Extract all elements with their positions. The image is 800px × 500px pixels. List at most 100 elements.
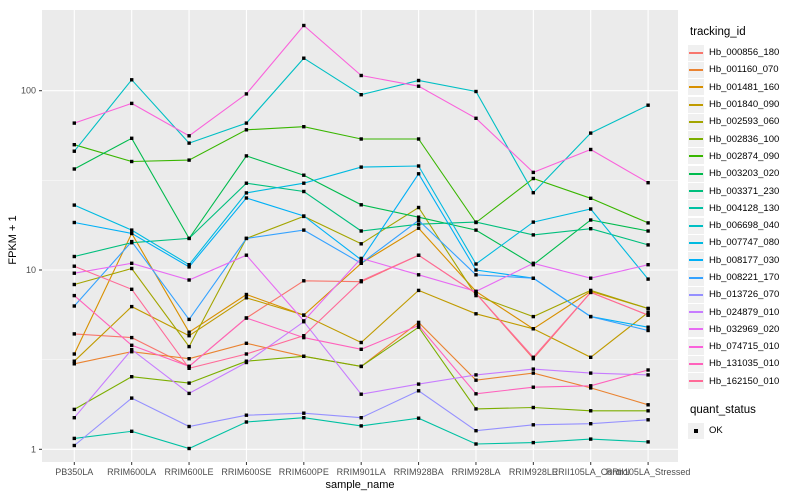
data-point xyxy=(72,352,76,356)
data-point xyxy=(531,423,535,427)
data-point xyxy=(244,413,249,417)
data-point xyxy=(187,357,191,361)
legend-item-Hb_032969_020: Hb_032969_020 xyxy=(688,321,800,338)
legend-item-label: Hb_001160_070 xyxy=(709,64,779,76)
data-point xyxy=(531,367,535,371)
legend-item-label: Hb_002593_060 xyxy=(709,116,780,128)
x-tick-label: RRII105LA_Control xyxy=(552,467,630,477)
data-point xyxy=(187,334,191,338)
y-tick-label: 100 xyxy=(21,86,36,96)
x-tick-label: RRIM901LA xyxy=(337,467,386,477)
data-point xyxy=(187,317,191,322)
data-point xyxy=(416,164,421,168)
data-point xyxy=(302,23,306,28)
data-point xyxy=(72,362,76,366)
data-point xyxy=(72,407,76,412)
data-point xyxy=(589,371,593,375)
data-point xyxy=(72,203,76,207)
legend-item-Hb_003203_020: Hb_003203_020 xyxy=(688,165,800,182)
data-point xyxy=(244,236,249,241)
data-point xyxy=(359,73,363,78)
data-point xyxy=(589,196,593,200)
legend-item-label: Hb_007747_080 xyxy=(709,237,780,249)
data-point xyxy=(416,253,421,257)
data-point xyxy=(72,264,76,268)
legend-line-swatch xyxy=(689,68,703,71)
data-point xyxy=(474,442,478,446)
legend-key xyxy=(688,131,704,148)
data-point xyxy=(302,214,306,218)
data-point xyxy=(474,262,478,266)
legend-line-swatch xyxy=(689,103,703,106)
data-point xyxy=(531,233,535,237)
legend-line-swatch xyxy=(689,120,703,123)
data-point xyxy=(416,416,421,420)
legend-items: Hb_000856_180 Hb_001160_070 Hb_001481_160 H… xyxy=(688,44,800,390)
legend-key xyxy=(688,321,704,338)
data-point xyxy=(130,347,134,352)
legend-item-label: Hb_004128_130 xyxy=(709,202,780,214)
data-point xyxy=(531,276,535,280)
data-point xyxy=(589,409,593,413)
data-point xyxy=(302,319,306,323)
legend-item-Hb_008177_030: Hb_008177_030 xyxy=(688,252,800,269)
legend-item-label: Hb_003371_230 xyxy=(709,185,780,197)
data-point xyxy=(130,429,134,433)
data-point xyxy=(416,325,421,329)
legend-item-label: Hb_008177_030 xyxy=(709,254,780,266)
data-point xyxy=(244,196,249,200)
legend-line-swatch xyxy=(689,138,703,141)
data-point xyxy=(72,293,76,298)
data-point xyxy=(130,261,134,265)
legend-line-swatch xyxy=(689,380,703,383)
data-point xyxy=(531,191,535,195)
legend-item-Hb_000856_180: Hb_000856_180 xyxy=(688,44,800,61)
legend-item-label: Hb_162150_010 xyxy=(709,375,780,387)
legend-item-label: Hb_013726_070 xyxy=(709,289,780,301)
legend-item-label: Hb_003203_020 xyxy=(709,168,780,180)
legend-key xyxy=(688,355,704,372)
data-point xyxy=(72,436,76,441)
data-point xyxy=(531,220,535,224)
legend-item-label: Hb_002836_100 xyxy=(709,133,780,145)
data-point xyxy=(531,170,535,175)
data-point xyxy=(72,149,76,153)
legend-key xyxy=(688,79,704,96)
data-point xyxy=(416,389,421,393)
data-point xyxy=(244,341,249,345)
data-point xyxy=(416,288,421,293)
data-point xyxy=(72,121,76,125)
data-point xyxy=(589,355,593,359)
data-point xyxy=(130,396,134,400)
legend-item-Hb_162150_010: Hb_162150_010 xyxy=(688,373,800,390)
data-point xyxy=(302,279,306,283)
legend-key xyxy=(688,304,704,321)
legend-key xyxy=(688,61,704,78)
data-point xyxy=(589,384,593,388)
legend-line-swatch xyxy=(689,51,703,54)
data-point xyxy=(359,256,363,261)
data-point xyxy=(646,409,650,413)
data-point xyxy=(474,373,478,377)
data-point xyxy=(416,215,421,219)
data-point xyxy=(302,313,306,317)
data-point xyxy=(187,344,191,349)
legend-item-label: Hb_032969_020 xyxy=(709,323,780,335)
legend-key xyxy=(688,338,704,355)
data-point xyxy=(359,347,363,351)
legend-item-label: Hb_008221_170 xyxy=(709,272,780,283)
data-point xyxy=(359,203,363,207)
legend-line-swatch xyxy=(689,172,703,175)
data-point xyxy=(416,205,421,210)
data-point xyxy=(646,103,650,107)
data-point xyxy=(302,189,306,194)
data-point xyxy=(130,231,134,236)
data-point xyxy=(589,218,593,222)
data-point xyxy=(359,93,363,97)
data-point xyxy=(130,350,134,354)
legend-item-Hb_001840_090: Hb_001840_090 xyxy=(688,96,800,113)
data-point xyxy=(416,382,421,386)
x-tick-label: RRII105LA_Stressed xyxy=(606,467,691,477)
data-point xyxy=(130,228,134,232)
legend-line-swatch xyxy=(689,293,703,296)
